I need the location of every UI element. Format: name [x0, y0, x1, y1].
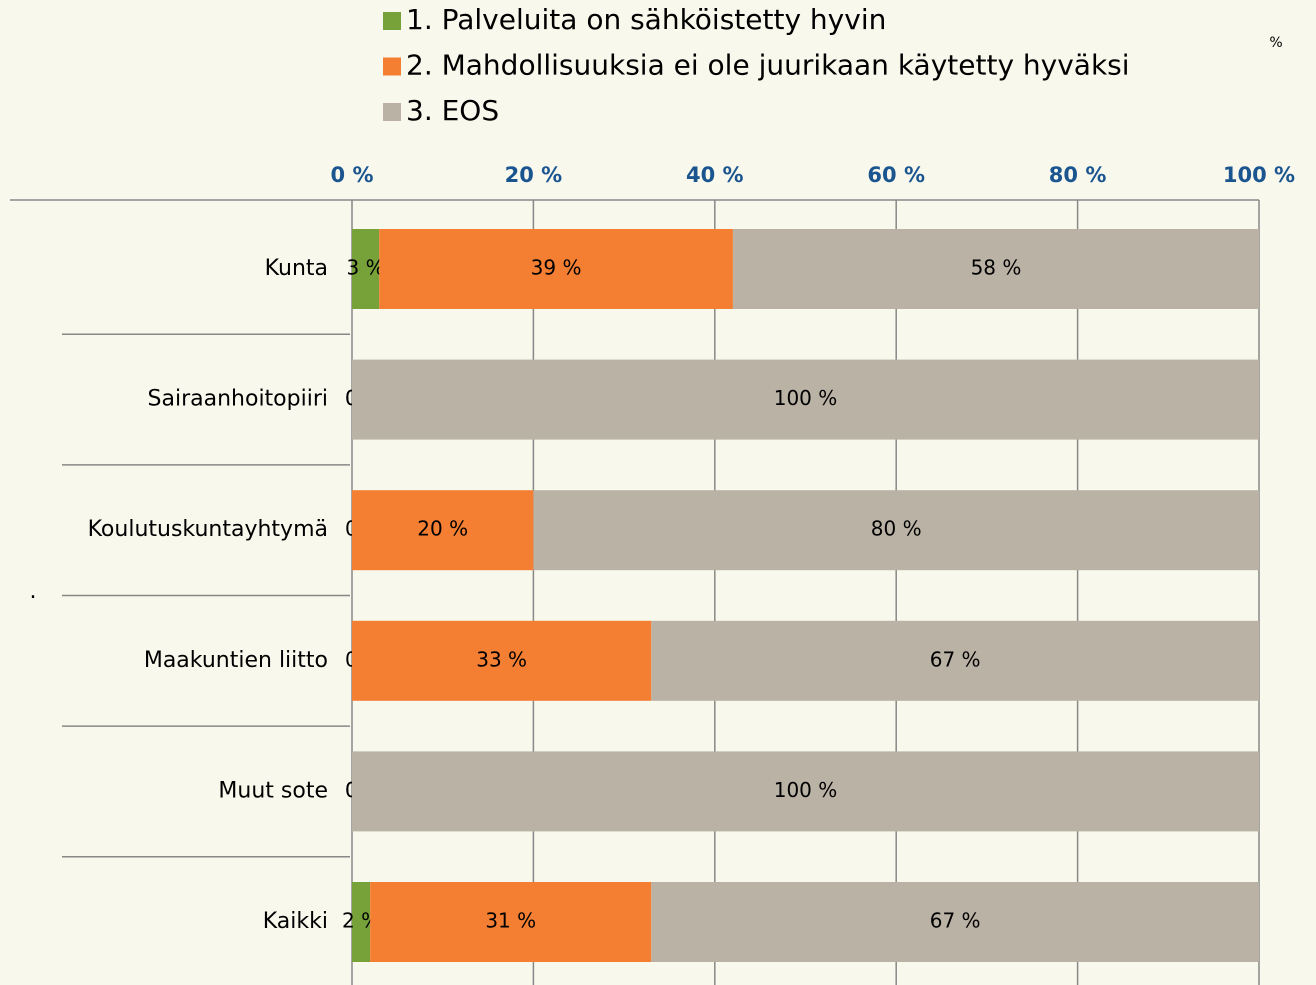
y-tick-label: Kaikki — [263, 909, 328, 934]
data-label: 39 % — [531, 256, 582, 280]
legend-swatch — [383, 103, 401, 121]
legend-label: 3. EOS — [406, 94, 499, 127]
legend-label: 1. Palveluita on sähköistetty hyvin — [406, 3, 886, 36]
data-label: 67 % — [930, 647, 981, 671]
data-label: 33 % — [476, 647, 527, 671]
data-label: 80 % — [871, 517, 922, 541]
x-tick-label: 0 % — [331, 163, 374, 187]
x-tick-label: 40 % — [686, 163, 744, 187]
bar-segment — [352, 882, 371, 962]
x-tick-label: 80 % — [1049, 163, 1107, 187]
bar-segment — [379, 229, 733, 309]
bar-segment — [370, 882, 652, 962]
data-label: 100 % — [774, 386, 838, 410]
annotation: % — [1269, 35, 1282, 51]
x-tick-label: 20 % — [505, 163, 563, 187]
x-tick-label: 100 % — [1223, 163, 1295, 187]
bar-segment — [732, 229, 1259, 309]
bar-segment — [352, 751, 1259, 832]
legend-label: 2. Mahdollisuuksia ei ole juurikaan käyt… — [406, 49, 1130, 82]
legend-swatch — [383, 57, 401, 76]
annotation: . — [30, 579, 37, 604]
bar-segment — [352, 229, 380, 309]
legend-swatch — [383, 12, 401, 30]
x-tick-label: 60 % — [867, 163, 925, 187]
bar-segment — [352, 359, 1259, 440]
data-label: 58 % — [971, 256, 1022, 280]
bar-segment — [651, 620, 1259, 701]
bar-segment — [352, 490, 534, 571]
bar-segment — [533, 490, 1259, 571]
data-label: 67 % — [930, 909, 981, 933]
data-label: 3 % — [347, 256, 385, 280]
bar-segment — [352, 620, 652, 701]
y-tick-label: Muut sote — [218, 778, 328, 803]
data-label: 100 % — [774, 778, 838, 802]
data-label: 20 % — [417, 517, 468, 541]
y-tick-label: Sairaanhoitopiiri — [148, 387, 328, 412]
y-tick-label: Kunta — [265, 256, 328, 281]
y-tick-label: Koulutuskuntayhtymä — [88, 517, 328, 542]
y-tick-label: Maakuntien liitto — [144, 648, 328, 673]
bar-segment — [651, 882, 1259, 962]
data-label: 31 % — [485, 909, 536, 933]
